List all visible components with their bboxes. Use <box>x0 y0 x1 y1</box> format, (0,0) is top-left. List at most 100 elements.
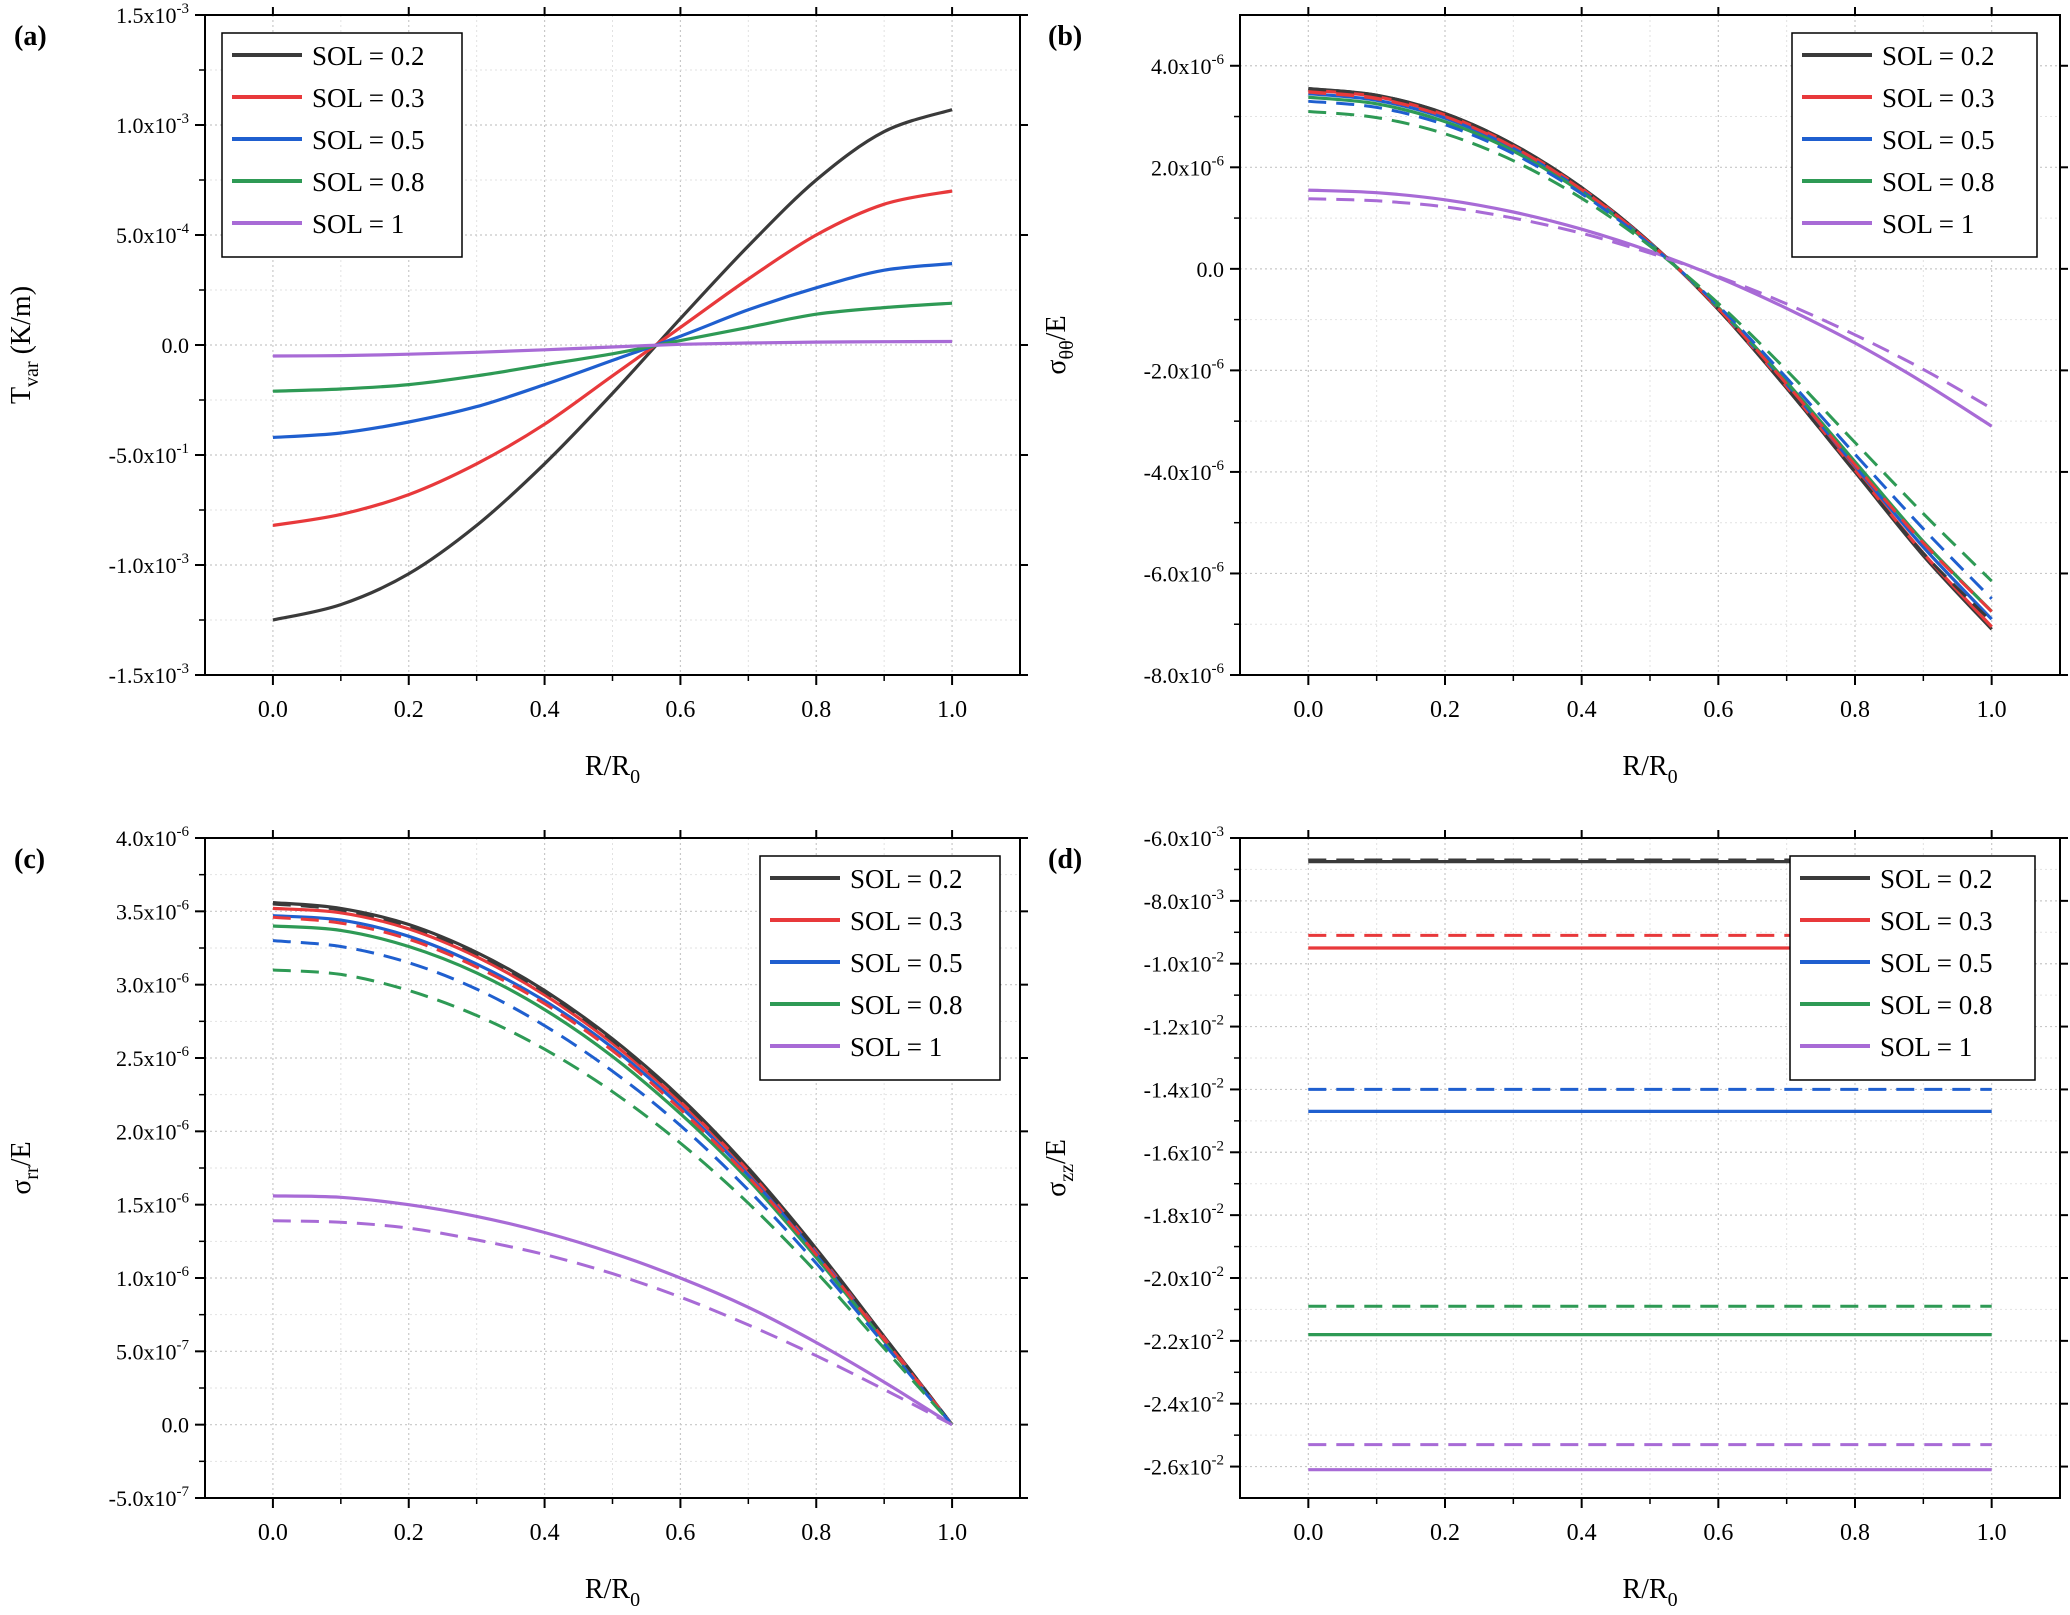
x-tick-label: 0.6 <box>1703 1520 1733 1546</box>
x-tick-label: 1.0 <box>937 1520 967 1546</box>
series-line-sol-0.2 <box>272 108 953 622</box>
x-tick-label: 0.4 <box>530 1520 560 1546</box>
legend-label: SOL = 0.8 <box>1882 167 1994 197</box>
x-tick-label: 0.6 <box>665 1520 695 1546</box>
legend-label: SOL = 0.3 <box>1882 83 1994 113</box>
y-tick-label: -4.0x10-6 <box>1144 458 1225 485</box>
x-axis-label: R/R0 <box>1622 1574 1677 1611</box>
y-tick-label: -1.0x10-2 <box>1144 950 1224 977</box>
chart-panel-0: 0.0 0.2 0.4 0.6 0.8 1.0 -1.5x10-3 -1.0x10-3 -5.0… <box>6 1 1028 788</box>
legend-label: SOL = 0.5 <box>312 125 424 155</box>
series-line-dashed-6 <box>272 915 954 1426</box>
series-line-dashed-7 <box>1308 99 1993 600</box>
legend-label: SOL = 0.8 <box>312 167 424 197</box>
y-tick-label: 0.0 <box>162 333 190 358</box>
y-tick-label: 5.0x10-4 <box>116 221 189 248</box>
x-tick-label: 1.0 <box>937 697 967 723</box>
y-axis-label: σrr/E <box>6 1141 43 1194</box>
x-axis-label: R/R0 <box>585 751 640 788</box>
x-tick-label: 0.6 <box>665 697 695 723</box>
x-tick-label: 1.0 <box>1977 1520 2007 1546</box>
y-tick-label: -2.0x10-2 <box>1144 1264 1224 1291</box>
y-tick-label: 0.0 <box>1197 257 1225 282</box>
x-tick-label: 0.2 <box>394 1520 424 1546</box>
y-tick-label: -2.0x10-6 <box>1144 356 1225 383</box>
x-tick-label: 0.4 <box>1567 1520 1597 1546</box>
legend-label: SOL = 1 <box>1880 1032 1972 1062</box>
y-tick-label: 1.0x10-6 <box>116 1264 189 1291</box>
y-tick-label: 3.5x10-6 <box>116 897 189 924</box>
y-tick-label: -8.0x10-6 <box>1144 661 1225 688</box>
x-tick-label: 0.4 <box>530 697 560 723</box>
legend-label: SOL = 0.2 <box>1882 41 1994 71</box>
y-tick-label: 2.0x10-6 <box>116 1117 189 1144</box>
legend-label: SOL = 1 <box>850 1032 942 1062</box>
y-tick-label: -6.0x10-6 <box>1144 559 1225 586</box>
y-axis-label: σzz/E <box>1041 1139 1078 1197</box>
y-tick-label: -5.0x10-7 <box>109 1484 190 1511</box>
series-line-dashed-8 <box>272 968 954 1426</box>
y-tick-label: -2.6x10-2 <box>1144 1453 1224 1480</box>
series-line-sol-0.3 <box>272 189 953 527</box>
chart-panel-3: 0.0 0.2 0.4 0.6 0.8 1.0 -2.6x10-2 -2.4x10-2 -2.2… <box>1041 824 2068 1611</box>
y-tick-label: 4.0x10-6 <box>1151 52 1224 79</box>
x-tick-label: 0.0 <box>258 697 288 723</box>
series-line-dashed-5 <box>272 902 954 1426</box>
legend-box <box>221 32 463 258</box>
y-tick-label: -2.4x10-2 <box>1144 1390 1224 1417</box>
y-tick-label: -1.8x10-2 <box>1144 1201 1224 1228</box>
legend-label: SOL = 0.2 <box>850 864 962 894</box>
x-tick-label: 0.8 <box>801 1520 831 1546</box>
x-tick-label: 1.0 <box>1977 697 2007 723</box>
y-tick-label: -1.0x10-3 <box>109 551 189 578</box>
panel-label: (a) <box>14 21 47 52</box>
x-tick-label: 0.0 <box>258 1520 288 1546</box>
y-tick-label: -1.6x10-2 <box>1144 1138 1224 1165</box>
x-tick-label: 0.0 <box>1293 1520 1323 1546</box>
x-tick-label: 0.2 <box>1430 697 1460 723</box>
y-tick-label: -8.0x10-3 <box>1144 887 1224 914</box>
legend-box <box>1791 32 2038 258</box>
y-tick-label: 4.0x10-6 <box>116 824 189 851</box>
series-line-dashed-9 <box>272 1219 953 1427</box>
legend-label: SOL = 0.5 <box>1882 125 1994 155</box>
y-tick-label: 5.0x10-7 <box>116 1337 189 1364</box>
series-line-sol-1 <box>1308 188 1993 428</box>
y-tick-label: 1.5x10-6 <box>116 1191 189 1218</box>
y-tick-label: 0.0 <box>162 1413 190 1438</box>
chart-panel-1: 0.0 0.2 0.4 0.6 0.8 1.0 -8.0x10-6 -6.0x10-6 -4.0… <box>1041 7 2068 788</box>
series-line-sol-0.8 <box>272 301 953 393</box>
legend-box <box>1789 855 2036 1081</box>
legend-label: SOL = 0.8 <box>1880 990 1992 1020</box>
x-tick-label: 0.2 <box>394 697 424 723</box>
legend-label: SOL = 0.8 <box>850 990 962 1020</box>
panel-label: (d) <box>1048 844 1082 875</box>
legend-label: SOL = 0.3 <box>850 906 962 936</box>
y-tick-label: 3.0x10-6 <box>116 971 189 998</box>
y-tick-label: 1.5x10-3 <box>116 1 189 28</box>
y-tick-label: 1.0x10-3 <box>116 111 189 138</box>
legend-label: SOL = 0.3 <box>312 83 424 113</box>
legend-label: SOL = 0.5 <box>1880 948 1992 978</box>
series-line-sol-1 <box>272 339 953 358</box>
legend-label: SOL = 0.2 <box>312 41 424 71</box>
x-tick-label: 0.8 <box>1840 697 1870 723</box>
x-axis-label: R/R0 <box>585 1574 640 1611</box>
y-tick-label: -2.2x10-2 <box>1144 1327 1224 1354</box>
y-axis-label: σθθ/E <box>1041 315 1078 374</box>
x-tick-label: 0.4 <box>1567 697 1597 723</box>
legend-label: SOL = 0.2 <box>1880 864 1992 894</box>
chart-panel-2: 0.0 0.2 0.4 0.6 0.8 1.0 -5.0x10-7 0.0 5.0x10-7 1.… <box>6 824 1028 1611</box>
legend-label: SOL = 0.5 <box>850 948 962 978</box>
y-tick-label: -5.0x10-1 <box>109 441 189 468</box>
x-tick-label: 0.2 <box>1430 1520 1460 1546</box>
series-line-dashed-8 <box>1308 109 1993 583</box>
legend-label: SOL = 1 <box>1882 209 1974 239</box>
y-tick-label: 2.5x10-6 <box>116 1044 189 1071</box>
y-axis-label: Tvar (K/m) <box>6 286 43 404</box>
panel-label: (c) <box>14 844 45 875</box>
y-tick-label: -6.0x10-3 <box>1144 824 1224 851</box>
series-line-sol-0.5 <box>272 262 953 439</box>
y-tick-label: 2.0x10-6 <box>1151 153 1224 180</box>
